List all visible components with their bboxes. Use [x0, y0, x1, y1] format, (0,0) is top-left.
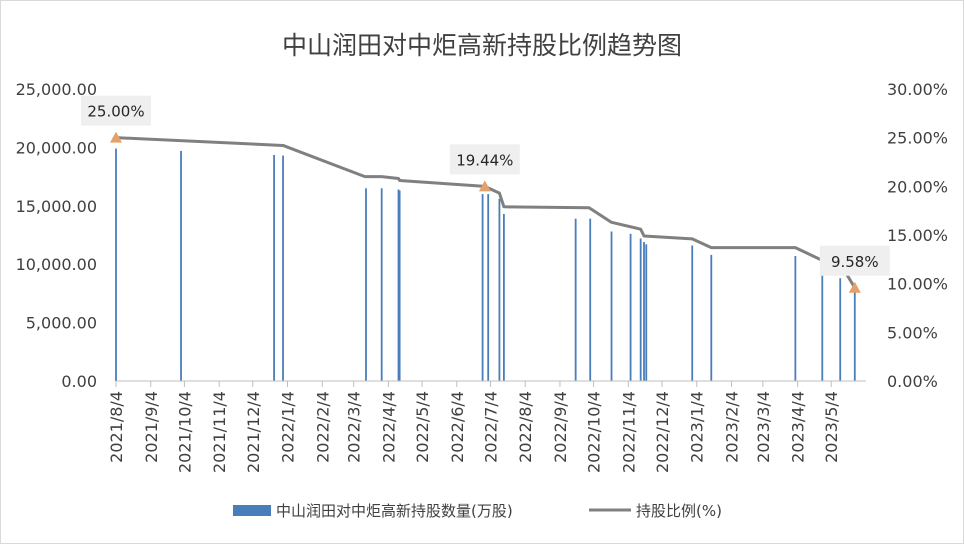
data-point-marker — [848, 281, 861, 293]
bar — [710, 254, 713, 381]
bar — [397, 189, 400, 381]
bar — [273, 154, 275, 381]
bar — [487, 194, 490, 381]
data-point-marker — [478, 180, 491, 192]
right-axis-tick-label: 15.00% — [887, 226, 948, 245]
data-point-marker — [110, 131, 122, 143]
left-axis-tick-label: 5,000.00 — [26, 314, 97, 333]
legend-label-line: 持股比例(%) — [636, 502, 722, 520]
data-label: 19.44% — [456, 151, 513, 169]
x-axis-tick-label: 2022/4/4 — [379, 391, 398, 463]
x-axis-tick-label: 2022/9/4 — [551, 391, 570, 463]
bar — [839, 278, 842, 381]
bar — [794, 256, 797, 381]
data-label: 25.00% — [87, 103, 144, 121]
x-axis-tick-label: 2022/6/4 — [448, 391, 467, 463]
x-axis-tick-label: 2022/10/4 — [585, 391, 604, 473]
x-axis-tick-label: 2023/2/4 — [722, 391, 741, 463]
right-axis-tick-label: 20.00% — [887, 177, 948, 196]
bar — [282, 155, 284, 381]
left-axis-tick-label: 15,000.00 — [16, 197, 97, 216]
data-label-box — [819, 245, 890, 276]
left-axis-tick-label: 0.00 — [61, 372, 97, 391]
bar — [610, 231, 613, 381]
legend-bar-swatch — [233, 505, 271, 516]
right-axis-tick-label: 5.00% — [887, 323, 938, 342]
left-axis-tick-label: 25,000.00 — [16, 80, 97, 99]
x-axis-tick-label: 2022/11/4 — [619, 391, 638, 473]
data-label: 9.58% — [831, 253, 879, 271]
bar — [691, 245, 694, 381]
bar — [821, 268, 824, 381]
x-axis-tick-label: 2022/2/4 — [313, 391, 332, 463]
right-axis-tick-label: 10.00% — [887, 275, 948, 294]
bar — [481, 194, 484, 381]
legend-label-bar: 中山润田对中炬高新持股数量(万股) — [276, 502, 513, 520]
x-axis-tick-label: 2022/5/4 — [413, 391, 432, 463]
right-axis-tick-label: 0.00% — [887, 372, 938, 391]
data-label-box — [449, 144, 520, 175]
x-axis-tick-label: 2021/12/4 — [244, 391, 263, 473]
x-axis-tick-label: 2022/7/4 — [481, 391, 500, 463]
bar — [589, 218, 592, 381]
bar — [180, 150, 182, 381]
x-axis-tick-label: 2022/8/4 — [516, 391, 535, 463]
bar — [645, 244, 648, 381]
bar — [643, 242, 645, 381]
bar — [115, 148, 117, 381]
x-axis-tick-label: 2021/8/4 — [107, 391, 126, 463]
bar — [502, 213, 505, 381]
left-axis-tick-label: 10,000.00 — [16, 255, 97, 274]
right-axis-tick-label: 25.00% — [887, 129, 948, 148]
x-axis-tick-label: 2022/1/4 — [279, 391, 298, 463]
bar — [365, 188, 367, 381]
bar — [380, 188, 383, 381]
x-axis-tick-label: 2021/9/4 — [142, 391, 161, 463]
x-axis-tick-label: 2023/4/4 — [789, 391, 808, 463]
bar — [853, 287, 856, 381]
x-axis-tick-label: 2021/11/4 — [210, 391, 229, 473]
bar — [498, 198, 501, 381]
x-axis-tick-label: 2021/10/4 — [175, 391, 194, 473]
data-label-box — [81, 95, 151, 126]
chart-title: 中山润田对中炬高新持股比例趋势图 — [282, 31, 682, 60]
left-axis-tick-label: 20,000.00 — [16, 138, 97, 157]
x-axis-tick-label: 2023/1/4 — [688, 391, 707, 463]
x-axis-tick-label: 2023/3/4 — [754, 391, 773, 463]
x-axis-tick-label: 2023/5/4 — [822, 391, 841, 463]
x-axis-tick-label: 2022/3/4 — [345, 391, 364, 463]
series-line — [115, 136, 857, 289]
x-axis-tick-label: 2022/12/4 — [653, 391, 672, 473]
bar — [574, 218, 577, 381]
bar — [639, 238, 642, 381]
right-axis-tick-label: 30.00% — [887, 80, 948, 99]
bar — [629, 233, 632, 381]
bar — [398, 190, 401, 381]
